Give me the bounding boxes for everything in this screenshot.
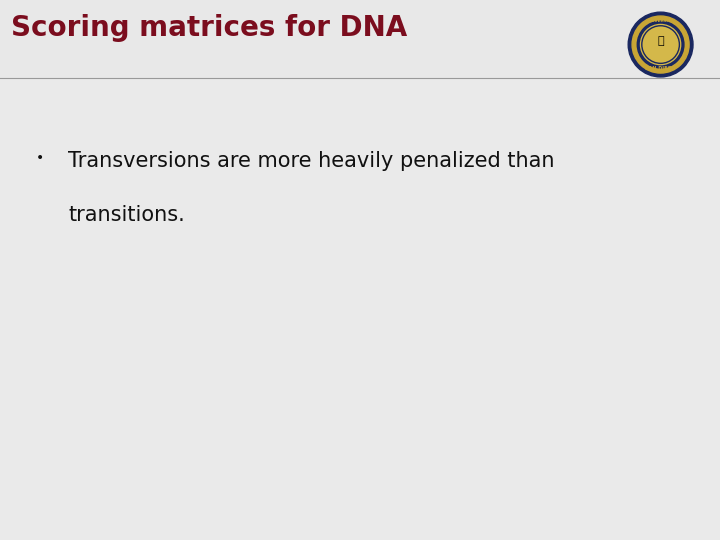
Text: SAN DIEGO: SAN DIEGO (645, 66, 676, 71)
Text: transitions.: transitions. (68, 205, 185, 225)
Text: UNIVERSITY: UNIVERSITY (647, 19, 675, 23)
Text: 📖: 📖 (657, 36, 664, 46)
Circle shape (628, 12, 693, 77)
Circle shape (632, 16, 689, 73)
Circle shape (641, 24, 680, 65)
Text: Transversions are more heavily penalized than: Transversions are more heavily penalized… (68, 151, 555, 171)
FancyBboxPatch shape (0, 0, 720, 78)
Text: •: • (35, 151, 44, 165)
Text: Scoring matrices for DNA: Scoring matrices for DNA (11, 14, 407, 42)
Circle shape (637, 21, 684, 68)
